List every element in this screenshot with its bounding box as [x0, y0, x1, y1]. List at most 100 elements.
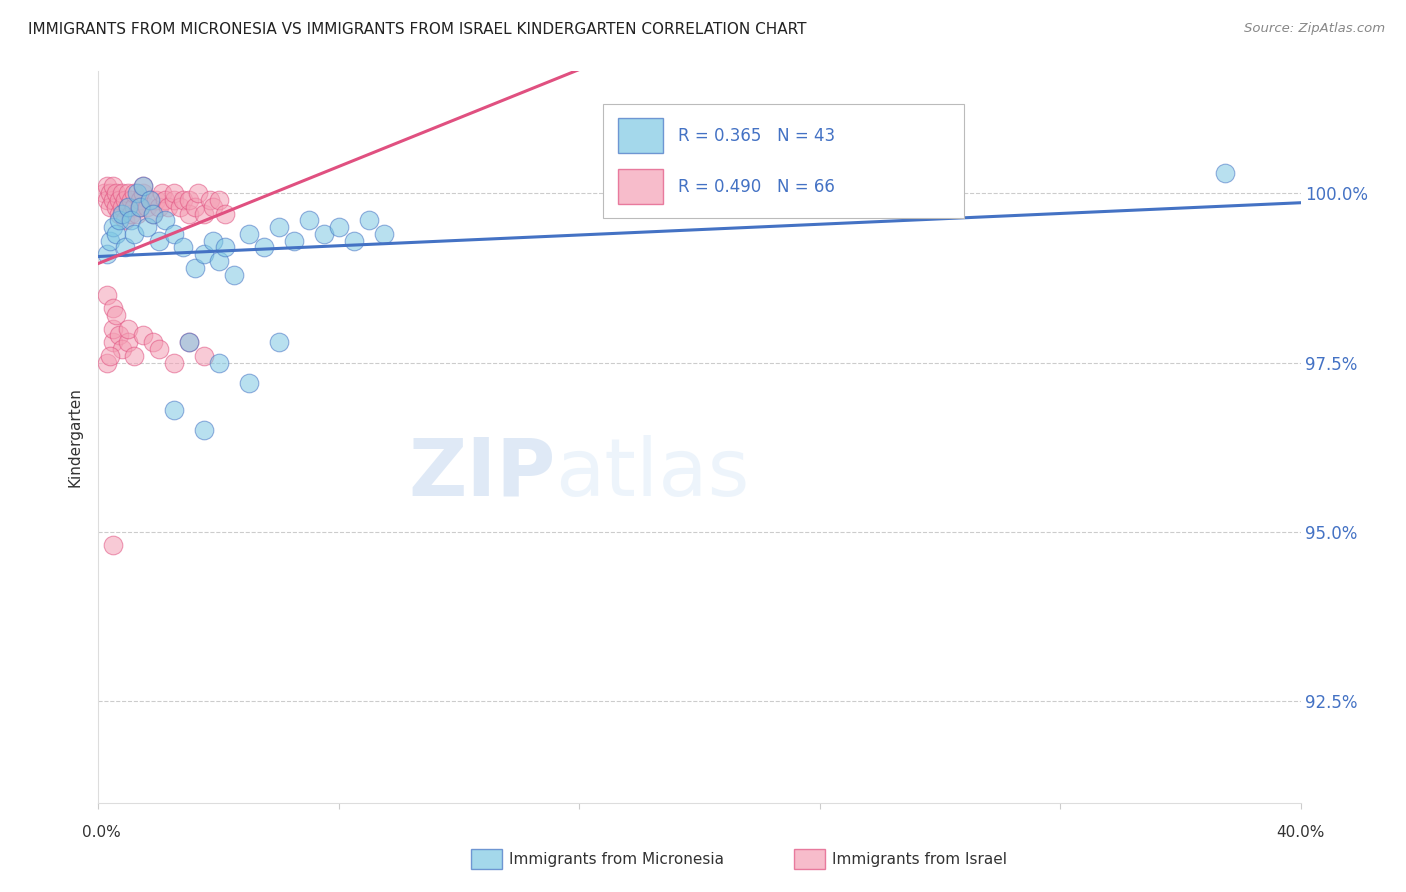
Point: [1215, 166, 1237, 180]
Point: [153, 213, 176, 227]
Point: [162, 355, 184, 369]
Point: [108, 213, 131, 227]
Point: [124, 186, 146, 201]
Point: [124, 200, 146, 214]
Text: 40.0%: 40.0%: [1277, 825, 1324, 839]
Point: [132, 179, 155, 194]
Point: [121, 213, 143, 227]
Point: [150, 186, 173, 201]
Y-axis label: Kindergarten: Kindergarten: [67, 387, 83, 487]
Point: [312, 227, 335, 241]
Point: [100, 349, 122, 363]
Point: [103, 538, 125, 552]
Text: Immigrants from Israel: Immigrants from Israel: [832, 853, 1007, 867]
Point: [208, 193, 231, 207]
Point: [96, 179, 118, 194]
Point: [121, 206, 143, 220]
Point: [193, 423, 215, 437]
Point: [141, 335, 163, 350]
Point: [103, 220, 125, 235]
Point: [141, 206, 163, 220]
Point: [108, 328, 131, 343]
Point: [201, 234, 224, 248]
Point: [238, 376, 260, 390]
Text: Immigrants from Micronesia: Immigrants from Micronesia: [509, 853, 724, 867]
Point: [145, 193, 167, 207]
Point: [129, 193, 152, 207]
Point: [253, 240, 276, 254]
Point: [108, 193, 131, 207]
Point: [183, 200, 205, 214]
Point: [129, 200, 152, 214]
Point: [127, 206, 149, 220]
Point: [96, 288, 118, 302]
Text: R = 0.490   N = 66: R = 0.490 N = 66: [678, 178, 835, 196]
Point: [132, 179, 155, 194]
Text: ZIP: ZIP: [408, 434, 555, 513]
Point: [141, 206, 163, 220]
Point: [183, 260, 205, 275]
Point: [108, 206, 131, 220]
Point: [162, 193, 184, 207]
Point: [100, 234, 122, 248]
Point: [103, 301, 125, 316]
Point: [298, 213, 321, 227]
Point: [117, 186, 139, 201]
Point: [124, 227, 146, 241]
Point: [267, 220, 290, 235]
Point: [343, 234, 366, 248]
Point: [162, 186, 184, 201]
Point: [208, 355, 231, 369]
Point: [148, 234, 170, 248]
Point: [156, 200, 179, 214]
Point: [105, 308, 128, 322]
Point: [132, 328, 155, 343]
Bar: [794, 849, 825, 869]
Point: [114, 193, 136, 207]
Text: Source: ZipAtlas.com: Source: ZipAtlas.com: [1244, 22, 1385, 36]
Point: [172, 240, 194, 254]
Point: [96, 193, 118, 207]
Point: [103, 179, 125, 194]
Point: [177, 193, 200, 207]
Point: [96, 355, 118, 369]
Point: [193, 206, 215, 220]
Text: R = 0.365   N = 43: R = 0.365 N = 43: [678, 127, 835, 145]
Text: atlas: atlas: [555, 434, 749, 513]
Point: [103, 322, 125, 336]
Point: [162, 227, 184, 241]
Point: [201, 200, 224, 214]
Point: [373, 227, 395, 241]
Point: [111, 206, 134, 220]
Point: [208, 254, 231, 268]
Point: [117, 335, 139, 350]
Point: [198, 193, 221, 207]
Point: [135, 200, 157, 214]
Point: [238, 227, 260, 241]
Bar: [617, 169, 664, 204]
Point: [129, 200, 152, 214]
Point: [117, 322, 139, 336]
FancyBboxPatch shape: [603, 104, 965, 218]
Point: [127, 186, 149, 201]
Point: [135, 220, 157, 235]
Point: [148, 200, 170, 214]
Point: [103, 193, 125, 207]
Point: [93, 186, 115, 201]
Point: [283, 234, 305, 248]
Point: [148, 342, 170, 356]
Point: [124, 349, 146, 363]
Point: [357, 213, 380, 227]
Point: [100, 186, 122, 201]
Point: [105, 200, 128, 214]
Bar: [617, 118, 664, 153]
Point: [214, 206, 236, 220]
Point: [105, 186, 128, 201]
Point: [267, 335, 290, 350]
Point: [214, 240, 236, 254]
Point: [328, 220, 350, 235]
Point: [222, 268, 245, 282]
Point: [187, 186, 209, 201]
Point: [177, 206, 200, 220]
Point: [105, 227, 128, 241]
